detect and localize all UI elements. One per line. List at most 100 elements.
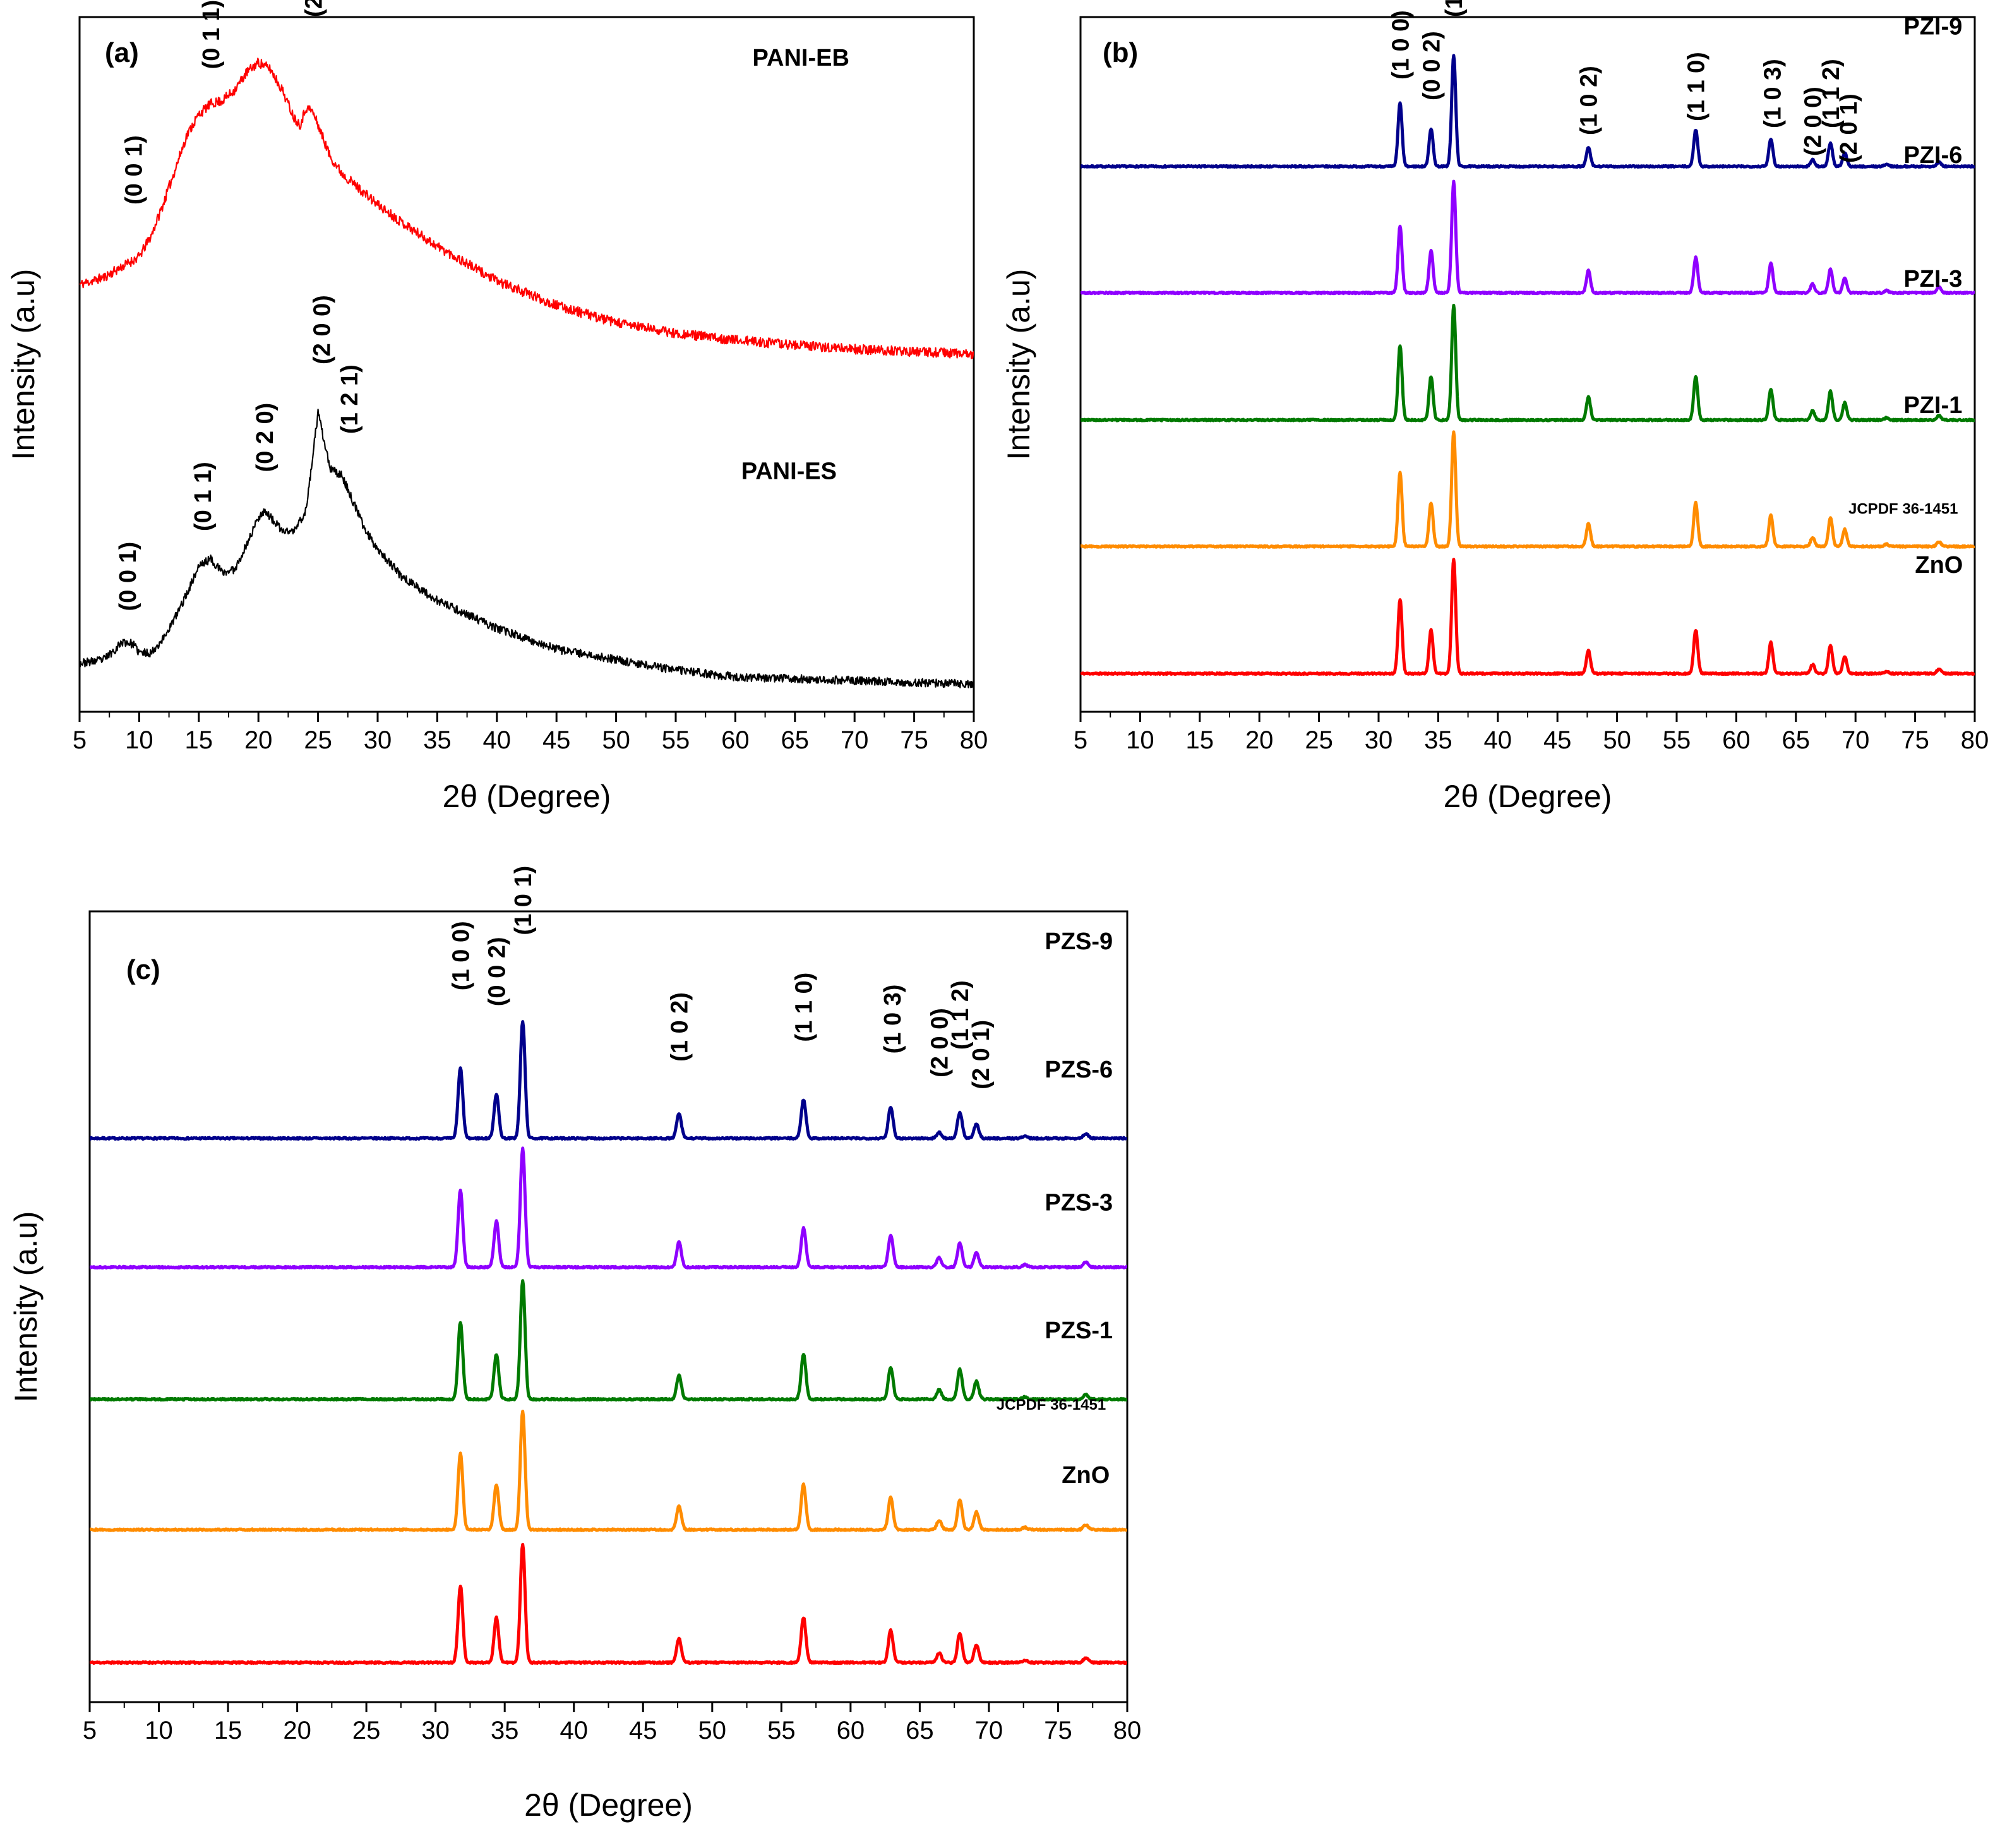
series-line-zno: [1081, 558, 1975, 676]
series-label: PZI-1: [1903, 392, 1962, 419]
reference-pattern-label: JCPDF 36-1451: [997, 1396, 1106, 1413]
peak-index-label: (0 0 1): [121, 135, 147, 205]
peak-index-label: (1 0 3): [1759, 59, 1786, 128]
x-tick-label: 75: [900, 726, 928, 754]
series-label: PANI-EB: [753, 45, 849, 71]
panel-a: 5 10 15 20 25 30 35 40 45 50 55 60 65 70 75 80 2θ (Degre…: [6, 0, 988, 814]
peak-index-label: (0 1 1): [198, 0, 225, 69]
x-tick-label: 70: [841, 726, 869, 754]
x-tick-label: 50: [698, 1717, 727, 1744]
x-tick-label: 30: [421, 1717, 450, 1744]
x-tick-label: 65: [906, 1717, 934, 1744]
x-tick-label: 45: [1543, 726, 1572, 754]
series-label: PANI-ES: [741, 459, 837, 485]
reference-pattern-label: JCPDF 36-1451: [1848, 501, 1958, 518]
series-label: PZS-3: [1045, 1189, 1113, 1216]
peak-index-label: (1 0 1): [1441, 0, 1468, 17]
x-tick-label: 10: [145, 1717, 173, 1744]
x-tick-label: 65: [781, 726, 810, 754]
x-tick-label: 60: [721, 726, 750, 754]
x-tick-label: 70: [975, 1717, 1003, 1744]
panel-b: 5 10 15 20 25 30 35 40 45 50 55 60 65 70 75 80 2θ (Degre…: [1001, 0, 1989, 814]
series-line-pzi-1: [1081, 430, 1975, 549]
x-tick-label: 20: [1245, 726, 1274, 754]
series-label: PZS-6: [1045, 1057, 1113, 1083]
x-tick-label: 20: [283, 1717, 311, 1744]
series-line-pzs-9: [90, 1020, 1127, 1141]
x-tick-label: 35: [1424, 726, 1452, 754]
y-axis-title: Intensity (a.u): [8, 1211, 44, 1403]
peak-index-label: (1 0 0): [1387, 10, 1414, 80]
x-tick-label: 5: [83, 1717, 97, 1744]
series-line-pzs-1: [90, 1410, 1127, 1532]
series-line-pzs-6: [90, 1146, 1127, 1270]
x-tick-label: 35: [491, 1717, 519, 1744]
series-label: PZI-6: [1903, 142, 1962, 169]
peak-index-label: (1 0 1): [510, 866, 537, 935]
x-tick-label: 25: [352, 1717, 381, 1744]
series-line-pzi-3: [1081, 304, 1975, 423]
series-label: PZS-1: [1045, 1317, 1113, 1344]
peak-index-label: (0 0 2): [1418, 31, 1445, 100]
x-tick-label: 15: [1186, 726, 1214, 754]
x-tick-label: 15: [214, 1717, 243, 1744]
x-tick-label: 30: [364, 726, 392, 754]
peak-index-label: (2 0 1): [1836, 93, 1862, 163]
x-tick-label: 20: [244, 726, 273, 754]
x-tick-label: 5: [1074, 726, 1087, 754]
peak-index-label: (2 0 0): [1800, 87, 1827, 156]
x-tick-label: 60: [837, 1717, 865, 1744]
x-tick-label: 25: [304, 726, 332, 754]
peak-index-label: (0 0 1): [115, 542, 141, 611]
panel-label: (c): [126, 954, 160, 985]
x-tick-label: 55: [1663, 726, 1691, 754]
series-line-zno: [90, 1542, 1127, 1665]
peak-index-label: (1 1 0): [791, 973, 818, 1042]
x-tick-label: 25: [1305, 726, 1333, 754]
plot-frame: [78, 16, 975, 713]
series-label: ZnO: [1915, 552, 1963, 579]
x-tick-label: 55: [662, 726, 690, 754]
peak-index-label: (0 1 1): [190, 462, 217, 531]
series-label: ZnO: [1062, 1462, 1110, 1489]
peak-index-label: (0 0 2): [484, 937, 510, 1006]
peak-index-label: (1 0 3): [880, 985, 906, 1054]
peak-index-label: (1 1 2): [947, 980, 974, 1050]
peak-index-label: (2 0 0): [926, 1008, 953, 1077]
x-axis-title: 2θ (Degree): [524, 1787, 693, 1823]
peak-index-label: (1 0 2): [667, 992, 693, 1062]
x-tick-label: 15: [185, 726, 213, 754]
series-line-pzs-3: [90, 1279, 1127, 1402]
x-tick-label: 10: [1126, 726, 1154, 754]
panel-label: (b): [1103, 37, 1138, 68]
x-tick-label: 10: [125, 726, 153, 754]
peak-index-label: (1 1 0): [1684, 52, 1710, 121]
x-tick-label: 75: [1044, 1717, 1072, 1744]
series-label: PZI-3: [1903, 266, 1962, 292]
x-tick-label: 60: [1722, 726, 1751, 754]
y-axis-title: Intensity (a.u): [6, 269, 41, 460]
panel-label: (a): [105, 37, 139, 68]
series-line-pani-eb: [80, 57, 974, 359]
series-line-pzi-9: [1081, 54, 1975, 169]
x-tick-label: 80: [1961, 726, 1989, 754]
x-tick-label: 5: [73, 726, 87, 754]
peak-index-label: (1 0 0): [448, 921, 474, 990]
peak-index-label: (2 0 0): [309, 295, 336, 364]
x-tick-label: 50: [1603, 726, 1631, 754]
x-tick-label: 40: [560, 1717, 588, 1744]
x-tick-label: 30: [1365, 726, 1393, 754]
x-tick-label: 55: [767, 1717, 796, 1744]
x-tick-label: 50: [602, 726, 630, 754]
series-line-pzi-6: [1081, 179, 1975, 296]
x-tick-label: 35: [423, 726, 452, 754]
x-tick-label: 80: [1113, 1717, 1142, 1744]
panel-c: 5 10 15 20 25 30 35 40 45 50 55 60 65 70 75 80 2θ (Degre…: [8, 866, 1141, 1823]
series-line-pani-es: [80, 409, 974, 688]
x-tick-label: 75: [1901, 726, 1929, 754]
peak-index-label: (2 0 1): [968, 1020, 995, 1089]
series-label: PZS-9: [1045, 928, 1113, 955]
x-tick-label: 40: [1484, 726, 1512, 754]
x-tick-label: 40: [483, 726, 512, 754]
x-tick-label: 65: [1782, 726, 1811, 754]
